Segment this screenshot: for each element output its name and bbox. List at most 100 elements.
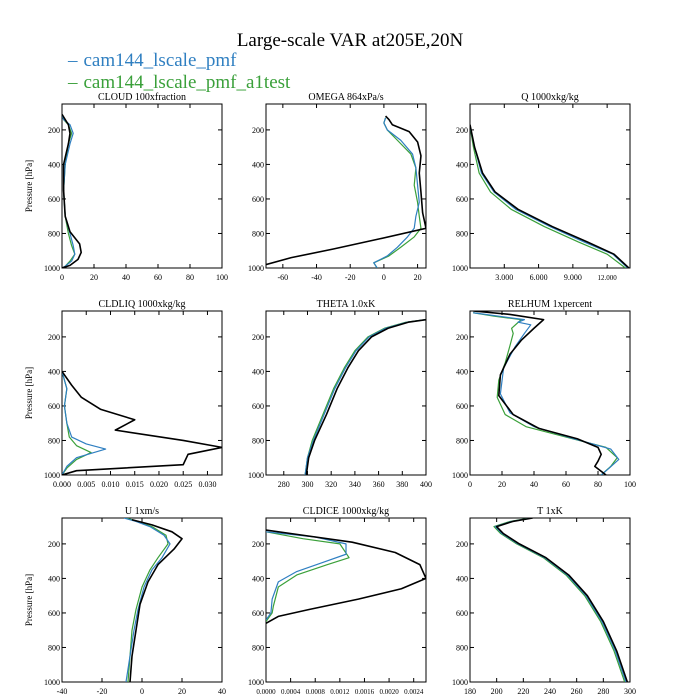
y-tick-label: 600 bbox=[456, 195, 468, 204]
series-line bbox=[125, 518, 169, 682]
x-tick-label: 60 bbox=[154, 273, 162, 282]
y-tick-label: 200 bbox=[48, 333, 60, 342]
x-tick-label: 340 bbox=[349, 480, 361, 489]
panel-frame bbox=[265, 310, 427, 476]
series-line bbox=[266, 531, 347, 621]
x-tick-label: 0 bbox=[140, 687, 144, 696]
figure-title: Large-scale VAR at205E,20N bbox=[236, 30, 464, 51]
y-tick-label: 800 bbox=[252, 643, 264, 652]
x-tick-label: 380 bbox=[396, 480, 408, 489]
y-axis-label: Pressure [hPa] bbox=[24, 367, 34, 419]
y-tick-label: 200 bbox=[456, 126, 468, 135]
x-tick-label: -20 bbox=[97, 687, 108, 696]
panel-title: T 1xK bbox=[537, 506, 563, 517]
x-tick-label: 100 bbox=[216, 273, 228, 282]
panel-frame bbox=[469, 103, 631, 269]
x-tick-label: 240 bbox=[544, 687, 556, 696]
series-line bbox=[305, 318, 426, 475]
x-tick-label: -40 bbox=[311, 273, 322, 282]
y-tick-label: 600 bbox=[456, 402, 468, 411]
x-tick-label: 0.010 bbox=[101, 480, 119, 489]
y-tick-label: 1000 bbox=[44, 678, 60, 687]
x-tick-label: 280 bbox=[278, 480, 290, 489]
y-tick-label: 200 bbox=[252, 333, 264, 342]
x-tick-label: 40 bbox=[122, 273, 130, 282]
panel-title: Q 1000xkg/kg bbox=[521, 92, 579, 103]
y-tick-label: 800 bbox=[48, 436, 60, 445]
series-line bbox=[62, 370, 222, 475]
y-tick-label: 1000 bbox=[44, 264, 60, 273]
y-tick-label: 1000 bbox=[44, 471, 60, 480]
series-line bbox=[62, 113, 82, 268]
x-tick-label: 3.000 bbox=[495, 273, 513, 282]
x-tick-label: 40 bbox=[218, 687, 226, 696]
y-tick-label: 1000 bbox=[452, 264, 468, 273]
x-tick-label: 0.0024 bbox=[404, 688, 424, 696]
legend-swatch-blue: – bbox=[68, 50, 78, 71]
x-tick-label: 80 bbox=[186, 273, 194, 282]
x-tick-label: 0 bbox=[468, 480, 472, 489]
x-tick-label: 0.0004 bbox=[281, 688, 301, 696]
series-line bbox=[473, 311, 607, 475]
panel-title: CLDLIQ 1000xkg/kg bbox=[99, 299, 186, 310]
y-tick-label: 1000 bbox=[248, 264, 264, 273]
y-tick-label: 800 bbox=[48, 643, 60, 652]
series-line bbox=[495, 518, 629, 682]
x-tick-label: 6.000 bbox=[530, 273, 548, 282]
series-line bbox=[123, 518, 171, 682]
x-tick-label: 0.000 bbox=[53, 480, 71, 489]
x-tick-label: 12.000 bbox=[598, 274, 618, 282]
chart-panel: U 1xm/s 200 400 600 800 1000-40 -20 0 20 40 Pressu… bbox=[24, 506, 226, 696]
y-tick-label: 800 bbox=[456, 643, 468, 652]
x-tick-label: 0 bbox=[60, 273, 64, 282]
x-tick-label: 20 bbox=[178, 687, 186, 696]
series-line bbox=[373, 117, 420, 268]
y-tick-label: 200 bbox=[48, 126, 60, 135]
y-tick-label: 400 bbox=[48, 367, 60, 376]
y-tick-label: 400 bbox=[48, 574, 60, 583]
panel-frame bbox=[469, 517, 631, 683]
series-line bbox=[470, 124, 630, 268]
series-line bbox=[493, 518, 626, 682]
y-tick-label: 1000 bbox=[248, 471, 264, 480]
x-tick-label: 320 bbox=[325, 480, 337, 489]
y-tick-label: 400 bbox=[456, 367, 468, 376]
chart-panel: OMEGA 864xPa/s 200 400 600 800 1000 -60 -40 -20 0… bbox=[248, 92, 427, 282]
series-line bbox=[266, 115, 426, 266]
x-tick-label: 0.0000 bbox=[256, 688, 276, 696]
series-line bbox=[473, 312, 618, 475]
x-tick-label: 280 bbox=[597, 687, 609, 696]
panel-title: OMEGA 864xPa/s bbox=[308, 92, 383, 103]
x-tick-label: 0 bbox=[382, 273, 386, 282]
x-tick-label: 180 bbox=[464, 687, 476, 696]
x-tick-label: 0.030 bbox=[198, 480, 216, 489]
y-tick-label: 600 bbox=[252, 195, 264, 204]
x-tick-label: 80 bbox=[594, 480, 602, 489]
series-line bbox=[129, 518, 183, 682]
series-line bbox=[266, 531, 350, 622]
y-tick-label: 200 bbox=[48, 540, 60, 549]
y-tick-label: 800 bbox=[252, 229, 264, 238]
y-tick-label: 400 bbox=[456, 574, 468, 583]
y-tick-label: 600 bbox=[48, 609, 60, 618]
y-tick-label: 200 bbox=[252, 540, 264, 549]
y-axis-label: Pressure [hPa] bbox=[24, 160, 34, 212]
y-tick-label: 600 bbox=[252, 609, 264, 618]
legend-item-green: – cam144_lscale_pmf_a1test bbox=[68, 72, 290, 94]
y-tick-label: 800 bbox=[48, 229, 60, 238]
series-line bbox=[62, 371, 107, 475]
x-tick-label: 260 bbox=[571, 687, 583, 696]
panel-frame bbox=[265, 517, 427, 683]
y-tick-label: 400 bbox=[252, 574, 264, 583]
x-tick-label: 200 bbox=[491, 687, 503, 696]
x-tick-label: 0.0020 bbox=[379, 688, 399, 696]
panel-frame bbox=[61, 103, 223, 269]
legend-label-blue: cam144_lscale_pmf bbox=[83, 50, 237, 71]
panel-title: THETA 1.0xK bbox=[317, 299, 376, 310]
y-tick-label: 800 bbox=[456, 229, 468, 238]
